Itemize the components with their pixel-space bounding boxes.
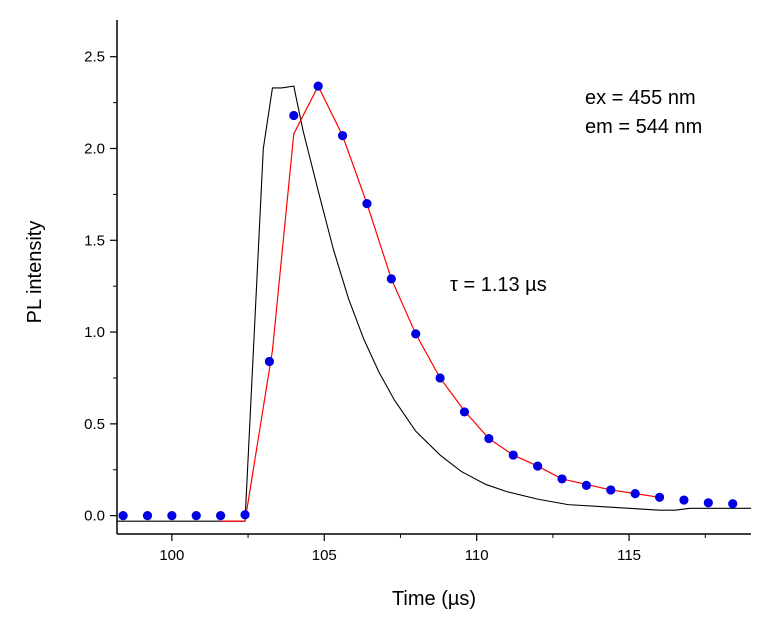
annotation-emission: em = 544 nm <box>585 116 702 138</box>
fit-curve-line <box>220 84 660 522</box>
data-point <box>191 511 201 521</box>
data-point <box>459 407 470 417</box>
data-point <box>581 480 592 490</box>
data-point <box>386 274 396 284</box>
data-point <box>167 511 177 521</box>
data-point <box>362 198 372 209</box>
data-point <box>533 461 543 471</box>
data-point <box>435 373 445 383</box>
annotation-excitation: ex = 455 nm <box>585 87 696 109</box>
series-layer <box>117 81 751 522</box>
axes-layer <box>116 20 751 535</box>
data-point <box>703 498 713 508</box>
data-point <box>411 329 421 339</box>
y-axis-title: PL intensity <box>24 221 46 324</box>
x-tick-label: 110 <box>465 547 489 564</box>
y-tick-label: 0.5 <box>84 416 105 433</box>
data-point <box>216 511 226 521</box>
x-tick-label: 115 <box>617 547 641 564</box>
data-point <box>240 510 250 520</box>
data-point <box>289 110 299 121</box>
data-point <box>630 489 640 499</box>
data-point <box>484 433 494 444</box>
data-point <box>337 131 348 141</box>
x-tick-label: 105 <box>312 547 337 564</box>
data-point <box>654 492 665 502</box>
x-axis-title: Time (µs) <box>392 588 476 610</box>
x-tick-label: 100 <box>159 547 184 564</box>
y-tick-label: 0.0 <box>84 508 105 525</box>
y-tick-label: 1.0 <box>84 324 105 341</box>
data-point <box>728 499 738 509</box>
y-tick-label: 1.5 <box>84 232 105 249</box>
data-point <box>606 485 616 495</box>
data-point <box>118 511 128 521</box>
data-point <box>313 81 323 91</box>
instrument-response-line <box>117 85 751 522</box>
data-point <box>264 356 274 367</box>
annotation-lifetime: τ = 1.13 µs <box>450 274 547 296</box>
y-tick-label: 2.0 <box>84 141 105 158</box>
ticks-layer: 100 105 110 115 0.0 0.5 1.0 1.5 2.0 2.5 <box>84 49 706 564</box>
data-point <box>557 474 567 484</box>
data-point <box>142 511 153 521</box>
data-point <box>679 495 689 505</box>
y-tick-label: 2.5 <box>84 49 105 66</box>
data-point <box>508 450 518 460</box>
